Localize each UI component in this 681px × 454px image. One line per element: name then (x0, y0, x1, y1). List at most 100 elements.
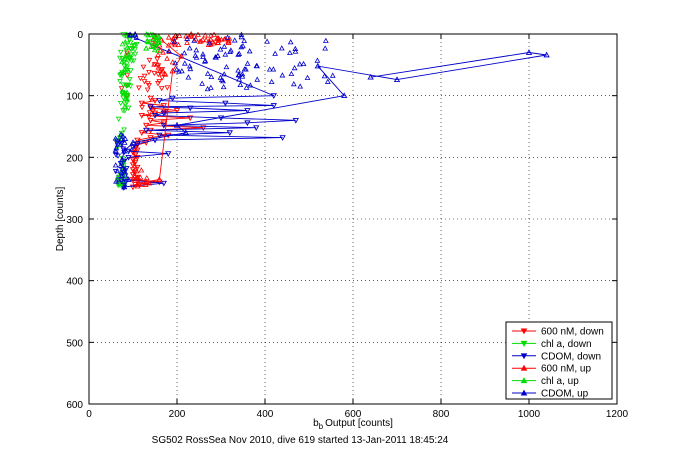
data-point (117, 162, 124, 168)
data-point (129, 172, 137, 178)
legend-label: chl a, up (541, 376, 579, 387)
data-point (228, 47, 234, 53)
data-point (114, 145, 121, 151)
data-point (186, 63, 193, 69)
data-point (304, 74, 311, 80)
data-point (117, 72, 123, 79)
data-point (119, 58, 125, 65)
data-point (145, 39, 152, 45)
data-point (220, 83, 227, 90)
y-tick-labels: 0 100 200 300 400 500 600 (66, 30, 83, 411)
data-point (118, 156, 126, 163)
data-point (151, 113, 159, 119)
data-point (201, 58, 208, 64)
data-point (187, 115, 194, 122)
data-point (171, 38, 178, 44)
data-point (114, 140, 120, 147)
data-point (155, 39, 162, 45)
data-point (155, 51, 161, 57)
data-point (367, 73, 374, 80)
y-tick-label: 200 (66, 153, 83, 164)
data-point (146, 69, 152, 76)
data-point (118, 131, 124, 137)
x-tick-label: 400 (257, 409, 274, 420)
data-point (221, 71, 228, 77)
data-point (137, 177, 144, 183)
data-point (117, 141, 124, 147)
data-point (244, 120, 251, 127)
data-point (160, 122, 167, 129)
data-point (231, 37, 238, 43)
x-axis-label-subscript: b (319, 422, 324, 431)
data-point (117, 100, 124, 107)
data-point (119, 41, 126, 47)
data-point (121, 139, 128, 145)
data-point (156, 98, 163, 104)
data-point (235, 51, 242, 57)
y-tick-label: 300 (66, 215, 83, 226)
data-point (123, 63, 129, 69)
data-point (239, 73, 246, 79)
data-point (213, 54, 219, 60)
data-point (137, 76, 144, 82)
data-point (314, 62, 321, 69)
data-point (144, 37, 151, 43)
data-point (155, 81, 161, 87)
data-point (155, 47, 161, 53)
data-point (226, 35, 233, 41)
data-point (210, 40, 217, 46)
data-point (117, 79, 123, 85)
data-point (124, 67, 131, 73)
data-point (118, 136, 125, 142)
data-point (134, 174, 140, 180)
data-point (324, 78, 331, 84)
data-point (300, 60, 307, 67)
data-point (253, 125, 260, 132)
data-point (160, 110, 167, 117)
data-point (187, 105, 194, 112)
y-tick-label: 0 (77, 30, 83, 41)
data-point (119, 132, 126, 139)
data-point (200, 125, 207, 132)
data-point (147, 117, 154, 124)
data-point (176, 32, 183, 38)
data-point (198, 38, 205, 44)
data-point (129, 139, 137, 145)
data-point (186, 33, 192, 40)
x-tick-label: 1000 (518, 409, 541, 420)
data-point (296, 61, 303, 67)
data-point (224, 34, 231, 40)
data-point (151, 61, 157, 67)
data-point (120, 32, 127, 38)
data-point (129, 145, 137, 151)
data-point (170, 35, 177, 41)
x-tick-label: 1200 (606, 409, 629, 420)
data-point (134, 154, 141, 161)
data-point (155, 64, 162, 70)
data-point (146, 114, 152, 120)
figure-caption: SG502 RossSea Nov 2010, dive 619 started… (152, 435, 449, 446)
ticks (88, 33, 618, 405)
data-point (143, 122, 150, 129)
data-point (148, 43, 154, 49)
data-point (169, 59, 176, 65)
data-point (208, 73, 215, 80)
data-point (112, 162, 119, 168)
legend-marker (520, 353, 528, 360)
data-point (214, 39, 221, 45)
data-point (237, 81, 244, 88)
data-point (191, 37, 198, 43)
data-point (147, 105, 154, 112)
data-point (138, 113, 145, 119)
data-point (322, 37, 329, 43)
data-point (143, 178, 150, 185)
data-point (322, 45, 329, 51)
data-point (286, 49, 293, 56)
data-point (202, 32, 209, 38)
data-point (207, 36, 214, 42)
y-tick-label: 500 (66, 338, 83, 349)
data-point (134, 164, 141, 171)
data-point (113, 178, 119, 184)
data-point (270, 93, 277, 99)
